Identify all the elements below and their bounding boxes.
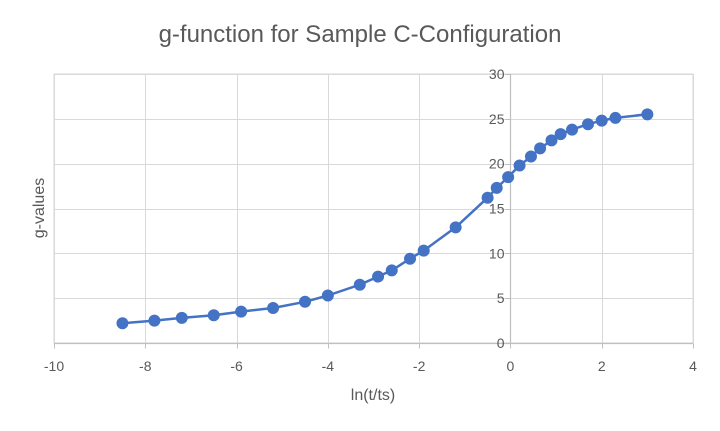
data-point xyxy=(524,150,537,163)
x-tick-label: 4 xyxy=(689,358,697,374)
data-point xyxy=(582,118,595,131)
data-point xyxy=(372,270,385,283)
data-point xyxy=(545,134,558,147)
data-point xyxy=(175,311,188,324)
y-tick-label: 25 xyxy=(489,111,505,127)
x-axis-title: ln(t/ts) xyxy=(351,387,395,404)
data-point xyxy=(554,128,567,141)
data-point xyxy=(566,123,579,136)
data-point xyxy=(513,159,526,172)
data-point xyxy=(490,181,503,194)
data-point xyxy=(595,114,608,127)
data-point xyxy=(641,108,654,121)
y-tick-label: 30 xyxy=(489,66,505,82)
data-point xyxy=(321,289,334,302)
axes xyxy=(54,74,694,349)
data-point xyxy=(609,111,622,124)
data-point xyxy=(235,305,248,318)
data-point xyxy=(417,244,430,257)
x-tick-label: -2 xyxy=(413,358,426,374)
x-tick-label: -8 xyxy=(139,358,152,374)
y-axis-title: g-values xyxy=(31,178,48,238)
chart-title: g-function for Sample C-Configuration xyxy=(159,21,562,48)
data-point xyxy=(299,295,312,308)
data-point xyxy=(267,302,280,315)
data-point xyxy=(404,252,417,265)
data-point xyxy=(385,264,398,277)
x-tick-label: 0 xyxy=(507,358,515,374)
data-point xyxy=(148,314,161,327)
y-tick-label: 0 xyxy=(497,335,505,351)
x-tick-label: -4 xyxy=(322,358,335,374)
data-point xyxy=(481,191,494,204)
x-tick-label: 2 xyxy=(598,358,606,374)
y-tick-label: 10 xyxy=(489,245,505,261)
data-point xyxy=(353,278,366,291)
tick-labels: -10 -8 -6 -4 -2 0 2 4 0 5 10 15 20 25 30 xyxy=(44,66,697,374)
x-tick-label: -10 xyxy=(44,358,64,374)
data-point xyxy=(116,317,129,330)
data-series xyxy=(116,108,654,330)
data-point xyxy=(502,171,515,184)
data-point xyxy=(207,309,220,322)
x-tick-label: -6 xyxy=(230,358,243,374)
y-tick-label: 15 xyxy=(489,201,505,217)
data-point xyxy=(534,142,547,155)
y-tick-label: 20 xyxy=(489,156,505,172)
y-tick-label: 5 xyxy=(497,290,505,306)
data-point xyxy=(449,221,462,234)
